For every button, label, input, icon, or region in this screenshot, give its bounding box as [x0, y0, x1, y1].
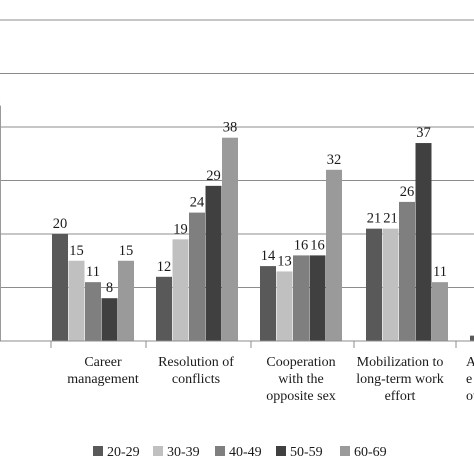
legend-swatch [276, 446, 286, 456]
category-label: with the [278, 372, 324, 387]
value-label: 14 [261, 248, 276, 264]
category-label: A [466, 355, 474, 370]
legend-label: 20-29 [107, 445, 140, 460]
bar-60-69-cat-2 [222, 137, 238, 341]
legend-swatch [340, 446, 350, 456]
bar-30-39-cat-1 [68, 260, 85, 341]
bar-30-39-cat-3 [276, 271, 293, 341]
category-label: management [67, 372, 139, 387]
legend-label: 40-49 [229, 445, 262, 460]
bar-40-49-cat-1 [85, 282, 101, 341]
legend-swatch [93, 446, 103, 456]
value-label: 29 [206, 168, 221, 184]
value-label: 13 [277, 253, 292, 269]
category-label: ot [466, 389, 474, 404]
bar-40-49-cat-4 [399, 201, 415, 341]
bar-20-29-cat-3 [260, 266, 276, 341]
category-label: opposite sex [266, 389, 336, 404]
bar-50-59-cat-1 [101, 298, 118, 341]
category-label: Resolution of [158, 355, 234, 370]
legend-label: 50-59 [290, 445, 323, 460]
bars [0, 105, 474, 341]
value-label: 32 [327, 152, 342, 168]
category-label: Career [84, 355, 122, 370]
category-label: long-term work [356, 372, 443, 387]
value-label: 8 [106, 280, 113, 296]
bar-60-69-cat-4 [432, 282, 448, 341]
bar-50-59-cat-4 [415, 143, 432, 341]
legend: 20-29 30-39 40-49 50-59 60-69 [93, 445, 387, 460]
bar-30-39-cat-4 [382, 228, 399, 341]
legend-swatch [215, 446, 225, 456]
value-label: 12 [157, 259, 172, 275]
bar-50-59-cat-3 [309, 255, 326, 341]
category-label: Mobilization to [357, 355, 444, 370]
legend-swatch [153, 446, 163, 456]
bar-20-29-cat-1 [52, 234, 68, 341]
category-label: conflicts [172, 372, 220, 387]
bar-60-69-cat-1 [118, 260, 134, 341]
value-label: 21 [367, 211, 382, 227]
value-label: 16 [310, 237, 325, 253]
value-label: 11 [86, 264, 100, 280]
value-label: 19 [173, 221, 188, 237]
bar-40-49-cat-2 [189, 212, 205, 341]
value-labels: 2012142111519132111241626782916374415383… [0, 88, 447, 297]
bar-60-69-cat-3 [326, 169, 342, 341]
value-label: 24 [190, 195, 205, 211]
legend-label: 30-39 [167, 445, 200, 460]
bar-20-29-cat-2 [156, 276, 172, 341]
value-label: 38 [223, 120, 238, 136]
legend-label: 60-69 [354, 445, 387, 460]
category-labels: ngCareermanagementResolution ofconflicts… [67, 355, 474, 404]
value-label: 16 [294, 237, 309, 253]
category-label: Cooperation [266, 355, 335, 370]
bar-60-69-cat-0 [0, 105, 1, 341]
value-label: 20 [53, 216, 68, 232]
bar-20-29-cat-5 [470, 335, 474, 341]
value-label: 37 [416, 125, 431, 141]
bar-50-59-cat-2 [205, 185, 222, 341]
value-label: 15 [119, 243, 134, 259]
value-label: 21 [383, 211, 398, 227]
value-label: 26 [400, 184, 415, 200]
value-label: 11 [433, 264, 447, 280]
value-label: 15 [69, 243, 84, 259]
category-label: effort [385, 389, 416, 404]
category-label: e [466, 372, 472, 387]
bar-20-29-cat-4 [366, 228, 382, 341]
bar-30-39-cat-2 [172, 239, 189, 341]
value-label: 44 [0, 88, 1, 104]
bar-40-49-cat-3 [293, 255, 309, 341]
